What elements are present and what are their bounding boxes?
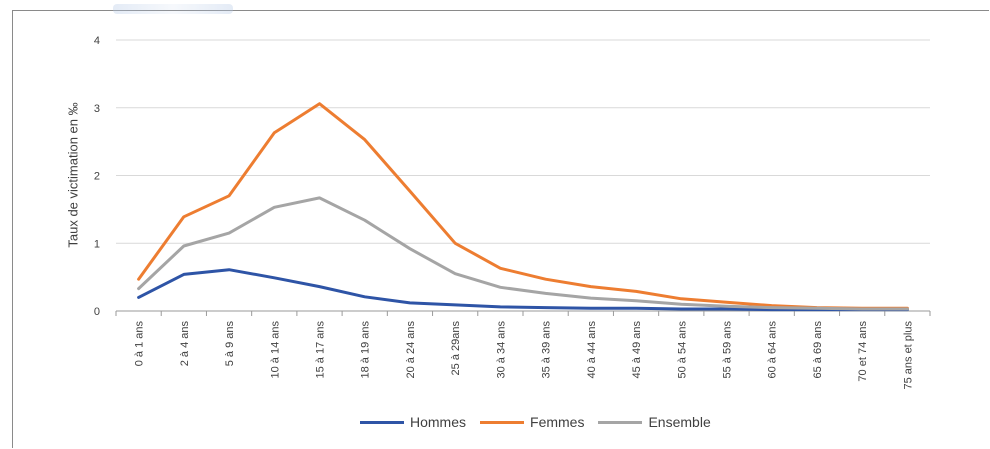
y-tick-label: 3 [94,103,100,115]
y-tick-label: 2 [94,171,100,183]
x-tick-label: 60 à 64 ans [767,321,779,379]
x-tick-label: 18 à 19 ans [360,321,372,379]
series-line-femmes [137,102,909,310]
x-tick-label: 40 à 44 ans [586,321,598,379]
y-tick-label: 1 [94,238,100,250]
x-tick-label: 35 à 39 ans [541,321,553,379]
legend-label: Ensemble [648,414,711,430]
x-tick-label: 70 et 74 ans [857,321,869,382]
x-tick-label: 25 à 29ans [450,321,462,376]
legend-label: Femmes [530,414,585,430]
legend-swatch [598,420,643,424]
x-tick-label: 30 à 34 ans [495,321,507,379]
x-tick-label: 2 à 4 ans [179,321,191,367]
legend-item-ensemble: Ensemble [598,414,711,430]
legend: Hommes Femmes Ensemble [360,414,711,430]
top-artifact [113,4,233,14]
x-tick-label: 75 ans et plus [902,321,914,390]
legend-swatch [480,420,525,424]
x-tick-label: 0 à 1 ans [134,321,146,367]
legend-item-hommes: Hommes [360,414,466,430]
x-tick-label: 55 à 59 ans [722,321,734,379]
legend-swatch [360,420,404,424]
x-tick-label: 50 à 54 ans [676,321,688,379]
series-line-hommes [137,268,909,312]
x-tick-label: 20 à 24 ans [405,321,417,379]
legend-item-femmes: Femmes [480,414,584,430]
y-tick-label: 0 [94,306,100,318]
series-line-ensemble [137,196,909,311]
x-tick-label: 65 à 69 ans [812,321,824,379]
x-tick-label: 15 à 17 ans [315,321,327,379]
x-tick-label: 10 à 14 ans [269,321,281,379]
x-tick-label: 45 à 49 ans [631,321,643,379]
chart-frame [12,10,989,448]
x-tick-label: 5 à 9 ans [224,321,236,367]
y-tick-label: 4 [94,35,100,47]
legend-label: Hommes [410,414,467,430]
